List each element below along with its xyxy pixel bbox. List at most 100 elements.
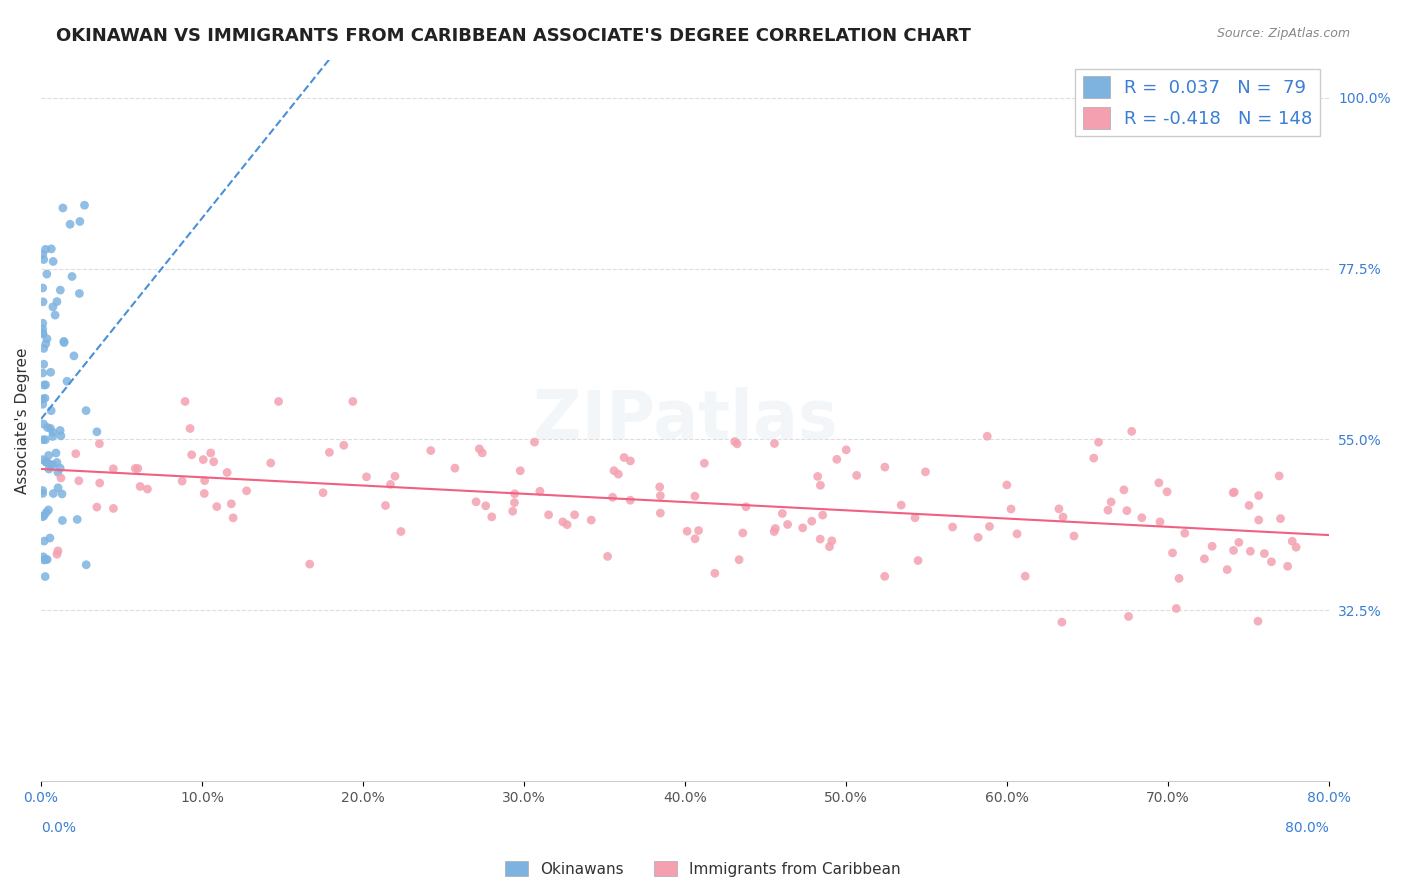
Point [602, 490, 624, 504]
Point [32, 378, 55, 392]
Point [1083, 451, 1105, 466]
Point [1052, 510, 1074, 524]
Point [34, 377, 56, 392]
Point [103, 462, 125, 476]
Point [1281, 534, 1303, 549]
Point [75, 403, 97, 417]
Point [34, 391, 56, 405]
Point [763, 521, 786, 535]
Point [596, 549, 619, 564]
Point [683, 489, 706, 503]
Point [298, 557, 321, 571]
Point [763, 436, 786, 450]
Point [356, 470, 378, 484]
Point [32, 549, 55, 564]
Point [318, 445, 340, 459]
Point [37, 552, 59, 566]
Point [39, 421, 62, 435]
Point [52, 201, 75, 215]
Point [38, 531, 60, 545]
Point [35, 332, 58, 346]
Point [811, 508, 834, 522]
Point [763, 524, 786, 539]
Point [1005, 526, 1028, 541]
Point [45, 446, 67, 460]
Point [42, 425, 65, 440]
Point [904, 510, 927, 524]
Point [32, 508, 55, 523]
Point [770, 507, 793, 521]
Point [42, 254, 65, 268]
Point [995, 478, 1018, 492]
Point [728, 552, 751, 566]
Point [45, 455, 67, 469]
Point [42, 486, 65, 500]
Point [32, 357, 55, 371]
Point [46, 294, 69, 309]
Point [205, 500, 228, 514]
Point [44, 308, 66, 322]
Point [46, 544, 69, 558]
Point [465, 495, 488, 509]
Point [89, 476, 111, 491]
Point [374, 499, 396, 513]
Point [1115, 503, 1137, 517]
Point [31, 247, 53, 261]
Point [267, 394, 290, 409]
Point [693, 456, 716, 470]
Point [1063, 529, 1085, 543]
Point [38, 449, 60, 463]
Point [471, 446, 494, 460]
Point [174, 394, 197, 409]
Point [821, 533, 844, 548]
Text: 80.0%: 80.0% [1285, 821, 1329, 835]
Point [63, 349, 86, 363]
Point [34, 569, 56, 583]
Point [32, 252, 55, 267]
Point [835, 442, 858, 457]
Point [1000, 502, 1022, 516]
Point [38, 462, 60, 476]
Point [32, 417, 55, 431]
Point [103, 501, 125, 516]
Legend: R =  0.037   N =  79, R = -0.418   N = 148: R = 0.037 N = 79, R = -0.418 N = 148 [1076, 69, 1320, 136]
Point [613, 450, 636, 465]
Point [35, 267, 58, 281]
Point [53, 335, 76, 350]
Point [67, 474, 90, 488]
Point [51, 487, 73, 501]
Point [1014, 569, 1036, 583]
Point [35, 552, 58, 566]
Point [389, 524, 412, 539]
Point [607, 467, 630, 482]
Point [688, 524, 710, 538]
Point [1222, 485, 1244, 500]
Point [468, 442, 491, 456]
Point [1222, 543, 1244, 558]
Point [67, 286, 90, 301]
Point [503, 496, 526, 510]
Point [731, 526, 754, 541]
Point [49, 471, 72, 485]
Point [75, 558, 97, 572]
Point [46, 547, 69, 561]
Point [49, 429, 72, 443]
Point [193, 452, 215, 467]
Point [914, 465, 936, 479]
Point [384, 469, 406, 483]
Point [193, 486, 215, 500]
Point [474, 499, 496, 513]
Point [39, 458, 62, 472]
Point [1156, 484, 1178, 499]
Point [31, 326, 53, 340]
Point [42, 458, 65, 472]
Point [1147, 475, 1170, 490]
Point [1253, 547, 1275, 561]
Point [509, 464, 531, 478]
Point [312, 485, 335, 500]
Point [1121, 425, 1143, 439]
Point [136, 482, 159, 496]
Point [792, 521, 814, 535]
Point [49, 461, 72, 475]
Point [1227, 535, 1250, 549]
